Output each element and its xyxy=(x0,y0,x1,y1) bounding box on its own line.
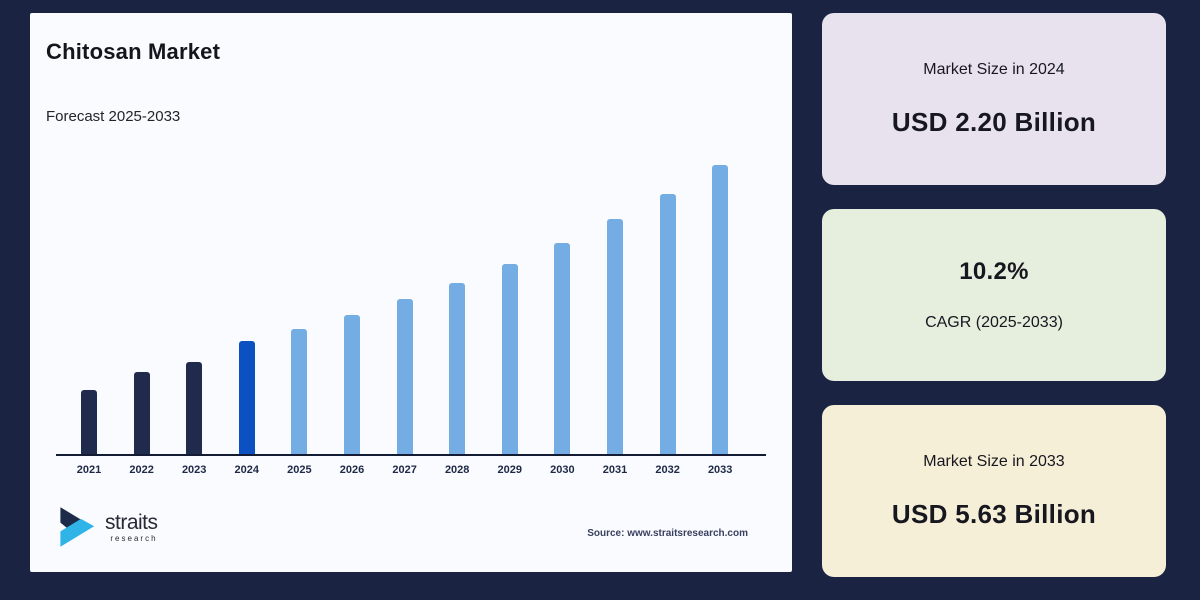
bar-2026 xyxy=(344,315,360,454)
stat-card-cagr: 10.2% CAGR (2025-2033) xyxy=(822,209,1166,381)
x-axis-label-2021: 2021 xyxy=(76,464,102,476)
bar-2029 xyxy=(501,264,518,454)
x-axis-line xyxy=(56,454,766,456)
x-axis-label-2029: 2029 xyxy=(497,464,523,476)
stat-card-label: CAGR (2025-2033) xyxy=(925,314,1063,331)
logo-text: straits xyxy=(105,510,158,534)
bar-2028 xyxy=(449,283,466,454)
stat-card-value: USD 2.20 Billion xyxy=(891,106,1097,137)
bar-chart: 2021 2022 2023 2024 2025 2026 2027 2028 2029 2030… xyxy=(56,154,766,488)
bar-2022 xyxy=(133,372,150,454)
straits-research-logo-icon xyxy=(60,507,95,547)
stat-card-value: 10.2% xyxy=(959,258,1029,285)
source-attribution: Source: www.straitsresearch.com xyxy=(587,528,748,539)
chart-panel: Chitosan Market Forecast 2025-2033 2021 2… xyxy=(30,13,792,572)
x-axis-label-2027: 2027 xyxy=(392,464,417,476)
x-axis-label-2024: 2024 xyxy=(234,464,260,476)
bar-2024 xyxy=(238,341,255,454)
bar-2030 xyxy=(554,243,571,454)
x-axis-label-2023: 2023 xyxy=(181,464,207,476)
stat-card-label: Market Size in 2033 xyxy=(923,452,1065,470)
stat-card-market-size-2033: Market Size in 2033 USD 5.63 Billion xyxy=(822,405,1166,577)
stat-card-value: USD 5.63 Billion xyxy=(891,498,1097,529)
x-axis-label-2026: 2026 xyxy=(339,464,365,476)
bar-2025 xyxy=(291,329,308,454)
x-axis-label-2032: 2032 xyxy=(655,464,680,476)
page-title: Chitosan Market xyxy=(46,39,221,64)
stat-card-market-size-2024: Market Size in 2024 USD 2.20 Billion xyxy=(822,13,1166,185)
x-axis-label-2022: 2022 xyxy=(129,464,154,476)
straits-research-logo: straits research xyxy=(56,503,158,551)
stat-card-label: Market Size in 2024 xyxy=(923,60,1065,78)
x-axis-label-2030: 2030 xyxy=(550,464,575,476)
bar-2033 xyxy=(712,165,729,454)
bar-2027 xyxy=(396,299,413,454)
forecast-subtitle: Forecast 2025-2033 xyxy=(46,108,181,125)
bar-2021 xyxy=(81,390,97,454)
x-axis-label-2033: 2033 xyxy=(707,464,733,476)
logo-subtext: research xyxy=(110,533,158,543)
x-axis-label-2025: 2025 xyxy=(287,464,312,476)
x-axis-label-2031: 2031 xyxy=(602,464,628,476)
bar-2031 xyxy=(607,219,623,454)
bar-2032 xyxy=(659,194,676,454)
x-axis-label-2028: 2028 xyxy=(444,464,470,476)
bar-2023 xyxy=(186,362,203,454)
